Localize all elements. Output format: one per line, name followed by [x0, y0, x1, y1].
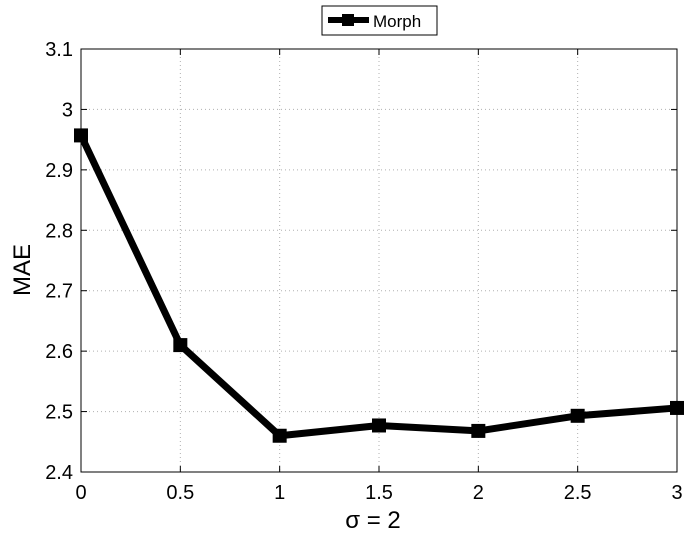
legend: Morph [321, 5, 438, 36]
y-axis-label: MAE [9, 244, 36, 296]
y-tick-label: 2.8 [45, 220, 73, 242]
y-tick-label: 3 [62, 99, 73, 121]
y-tick-label: 2.6 [45, 341, 73, 363]
data-point [74, 128, 88, 143]
x-axis-label: σ = 2 [345, 507, 401, 534]
x-tick-label: 3 [671, 482, 682, 504]
data-point [570, 408, 585, 423]
legend-marker [342, 14, 354, 26]
data-point [372, 418, 386, 433]
series-layer [74, 128, 684, 443]
grid [81, 49, 677, 472]
y-tick-label: 3.1 [45, 39, 73, 61]
data-point [471, 423, 486, 438]
x-tick-label: 1 [274, 482, 285, 504]
y-axis: 2.4 2.5 2.6 2.7 2.8 2.9 3 3.1 [45, 39, 677, 484]
x-tick-label: 0.5 [166, 482, 194, 504]
x-tick-label: 2 [473, 482, 484, 504]
data-point [173, 338, 188, 353]
data-point [272, 428, 287, 443]
data-point [670, 400, 684, 415]
plot-frame [80, 48, 678, 473]
x-tick-label: 0 [75, 482, 86, 504]
y-tick-label: 2.9 [45, 160, 73, 182]
legend-label-morph: Morph [373, 12, 421, 31]
x-tick-label: 2.5 [564, 482, 592, 504]
x-tick-label: 1.5 [365, 482, 393, 504]
y-tick-label: 2.5 [45, 402, 73, 424]
x-axis: 0 0.5 1 1.5 2 2.5 3 [75, 49, 683, 504]
y-tick-label: 2.7 [45, 281, 73, 303]
y-tick-label: 2.4 [45, 462, 73, 484]
